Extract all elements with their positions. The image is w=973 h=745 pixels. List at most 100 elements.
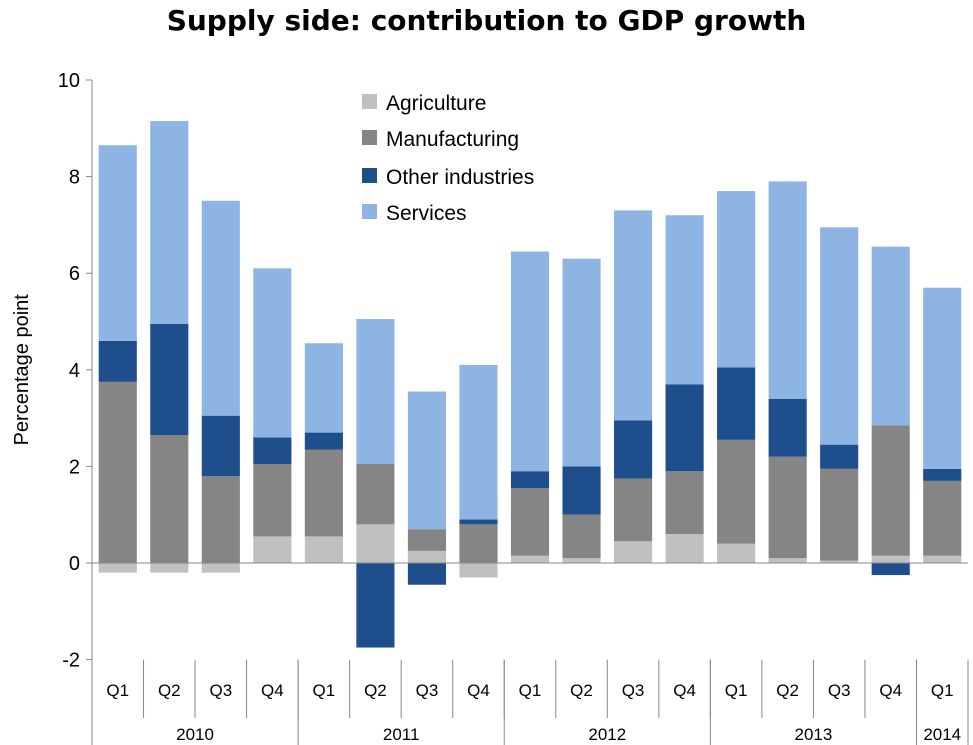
x-tick-label: Q4: [467, 681, 490, 700]
bar-agriculture: [923, 555, 962, 563]
x-tick-label: Q2: [158, 681, 181, 700]
y-tick-label: 4: [69, 360, 80, 382]
x-tick-label: Q3: [828, 681, 851, 700]
bar-agriculture: [304, 536, 343, 563]
x-tick-label: Q1: [106, 681, 129, 700]
y-tick-label: 2: [69, 456, 80, 478]
bar-agriculture: [150, 563, 189, 573]
bar-manufacturing: [150, 435, 189, 563]
bar-services: [459, 364, 498, 520]
bar-manufacturing: [459, 524, 498, 563]
bar-agriculture: [871, 555, 910, 563]
x-tick-label: Q4: [261, 681, 284, 700]
bar-services: [356, 319, 395, 464]
bar-other-industries: [150, 323, 189, 436]
bar-manufacturing: [820, 468, 859, 561]
x-tick-label: Q2: [570, 681, 593, 700]
bar-other-industries: [613, 420, 653, 479]
x-tick-label: Q2: [364, 681, 387, 700]
bar-manufacturing: [923, 480, 962, 556]
bar-other-industries: [459, 519, 498, 525]
bar-services: [201, 200, 240, 416]
bar-agriculture: [562, 558, 601, 563]
y-axis-label: Percentage point: [11, 294, 33, 446]
bar-other-industries: [201, 415, 240, 477]
y-tick-label: 0: [69, 553, 80, 575]
bar-services: [717, 191, 756, 368]
legend-label: Agriculture: [386, 92, 486, 115]
bar-other-industries: [98, 340, 137, 382]
legend-label: Services: [386, 202, 467, 225]
bar-other-industries: [820, 444, 859, 469]
y-tick-label: 8: [69, 167, 80, 189]
bar-agriculture: [407, 550, 447, 563]
y-tick-label: 10: [58, 70, 80, 92]
bar-other-industries: [562, 466, 601, 515]
bar-manufacturing: [201, 476, 240, 563]
x-tick-label: Q2: [776, 681, 799, 700]
bar-agriculture: [459, 563, 498, 578]
bar-services: [871, 246, 910, 426]
bar-services: [150, 121, 189, 324]
bar-agriculture: [356, 524, 395, 563]
bar-services: [510, 251, 550, 472]
bar-manufacturing: [253, 463, 292, 537]
year-label: 2012: [588, 725, 626, 744]
x-tick-label: Q1: [313, 681, 336, 700]
bar-services: [613, 210, 653, 421]
chart-title: Supply side: contribution to GDP growth: [166, 4, 807, 37]
x-tick-label: Q4: [673, 681, 696, 700]
legend-label: Other industries: [386, 166, 534, 189]
bar-services: [665, 215, 704, 385]
bar-manufacturing: [665, 471, 704, 535]
bar-other-industries: [665, 384, 704, 472]
x-tick-label: Q1: [725, 681, 748, 700]
x-tick-label: Q3: [622, 681, 645, 700]
bar-agriculture: [253, 536, 292, 563]
bar-manufacturing: [613, 478, 653, 542]
bar-manufacturing: [768, 456, 807, 559]
legend-swatch: [362, 204, 377, 219]
bar-other-industries: [768, 398, 807, 457]
bar-services: [820, 227, 859, 445]
legend-label: Manufacturing: [386, 128, 519, 151]
bar-services: [923, 287, 962, 469]
year-label: 2014: [923, 725, 961, 744]
x-tick-label: Q4: [879, 681, 902, 700]
bar-agriculture: [717, 543, 756, 563]
bar-manufacturing: [407, 529, 447, 551]
y-tick-label: 6: [69, 263, 80, 285]
bar-other-industries: [356, 563, 395, 648]
bar-manufacturing: [871, 425, 910, 556]
year-label: 2011: [383, 725, 420, 744]
bar-agriculture: [98, 563, 137, 573]
bar-other-industries: [510, 471, 550, 489]
bar-manufacturing: [98, 381, 137, 563]
bar-other-industries: [871, 563, 910, 576]
bar-services: [98, 145, 137, 341]
bar-services: [304, 343, 343, 433]
legend-swatch: [362, 130, 377, 145]
x-tick-label: Q1: [931, 681, 954, 700]
bar-manufacturing: [356, 463, 395, 525]
bar-agriculture: [768, 558, 807, 563]
y-tick-label: -2: [62, 650, 80, 672]
x-tick-label: Q3: [209, 681, 232, 700]
bar-manufacturing: [510, 488, 550, 556]
bar-other-industries: [923, 468, 962, 481]
year-label: 2010: [176, 725, 214, 744]
legend-swatch: [362, 168, 377, 183]
bar-services: [562, 258, 601, 467]
bar-agriculture: [201, 563, 240, 573]
bar-other-industries: [304, 432, 343, 450]
legend-swatch: [362, 94, 377, 109]
bar-agriculture: [613, 541, 653, 563]
bar-manufacturing: [562, 514, 601, 559]
bar-other-industries: [717, 367, 756, 440]
bar-services: [768, 181, 807, 399]
bar-agriculture: [820, 560, 859, 563]
bar-agriculture: [665, 534, 704, 563]
bar-services: [407, 391, 447, 530]
year-label: 2013: [794, 725, 832, 744]
